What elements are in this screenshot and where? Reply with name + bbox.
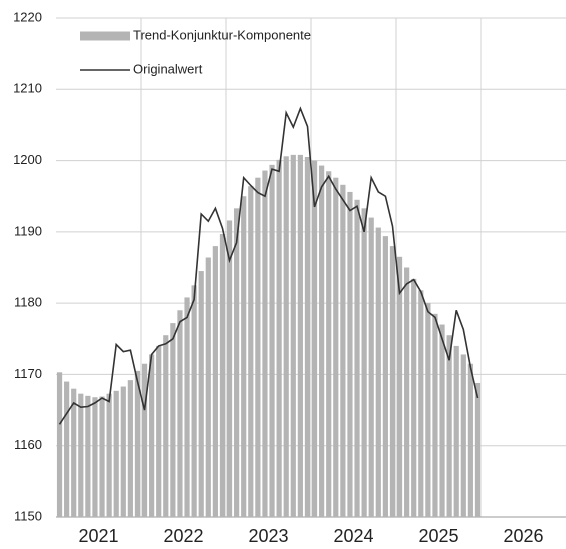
bar	[297, 154, 303, 517]
bar	[333, 177, 339, 517]
x-tick-label: 2025	[418, 526, 458, 546]
bar	[276, 159, 282, 517]
bar	[474, 382, 481, 517]
y-tick-label: 1190	[14, 223, 42, 238]
bar	[290, 154, 296, 517]
bar	[219, 233, 226, 517]
bar	[184, 297, 190, 517]
bar	[311, 160, 318, 518]
x-tick-label: 2022	[163, 526, 203, 546]
bar	[404, 267, 410, 517]
bar	[99, 396, 105, 517]
bar	[368, 217, 374, 517]
bar	[149, 354, 155, 517]
bar	[71, 388, 77, 517]
bar	[78, 393, 84, 517]
bar	[319, 165, 325, 517]
bar	[389, 246, 396, 517]
y-tick-label: 1200	[13, 152, 42, 167]
bar	[460, 354, 466, 517]
bar	[446, 335, 452, 517]
bar	[340, 184, 346, 517]
line	[58, 106, 479, 425]
x-tick-label: 2026	[503, 526, 543, 546]
bar	[467, 363, 473, 517]
bar	[382, 236, 388, 518]
bar	[234, 208, 240, 517]
bar	[439, 324, 445, 517]
bar	[248, 186, 254, 517]
x-tick-label: 2021	[78, 526, 118, 546]
bar	[56, 372, 63, 517]
y-tick-label: 1150	[14, 508, 42, 523]
legend-swatch	[80, 31, 130, 41]
bar	[64, 381, 70, 517]
bar	[396, 256, 403, 517]
bar	[255, 177, 261, 517]
bar	[347, 191, 353, 518]
bar	[425, 303, 431, 517]
bar	[212, 246, 218, 517]
bar	[262, 170, 268, 517]
y-tick-label: 1170	[14, 366, 42, 381]
y-tick-label: 1210	[13, 81, 42, 96]
bar	[453, 345, 459, 517]
y-tick-label: 1180	[14, 295, 42, 310]
legend-label: Trend-Konjunktur-Komponente	[133, 27, 311, 42]
bar	[177, 310, 183, 517]
bar	[283, 156, 289, 517]
legend-label: Originalwert	[133, 61, 203, 76]
bar	[170, 323, 176, 517]
y-tick-label: 1220	[13, 9, 42, 24]
bar	[432, 313, 438, 517]
bar	[304, 157, 311, 517]
bar	[156, 345, 162, 517]
bar	[354, 199, 360, 517]
bar	[326, 171, 332, 517]
y-tick-label: 1160	[14, 437, 42, 452]
bar	[120, 386, 126, 517]
bar	[198, 271, 204, 517]
x-tick-label: 2024	[333, 526, 373, 546]
bar	[127, 380, 133, 517]
bar	[361, 208, 367, 517]
x-tick-label: 2023	[248, 526, 288, 546]
bar	[141, 363, 148, 517]
bar	[134, 370, 141, 517]
bar	[191, 285, 197, 517]
bar	[163, 335, 169, 517]
bar	[85, 395, 91, 517]
bar	[241, 196, 247, 517]
bar	[418, 290, 424, 517]
bar	[269, 164, 275, 517]
bar	[226, 220, 233, 518]
bar	[375, 227, 381, 517]
bar	[411, 278, 417, 517]
bar	[113, 390, 119, 517]
bar	[92, 397, 98, 517]
bar	[205, 257, 211, 517]
bar	[106, 393, 112, 517]
